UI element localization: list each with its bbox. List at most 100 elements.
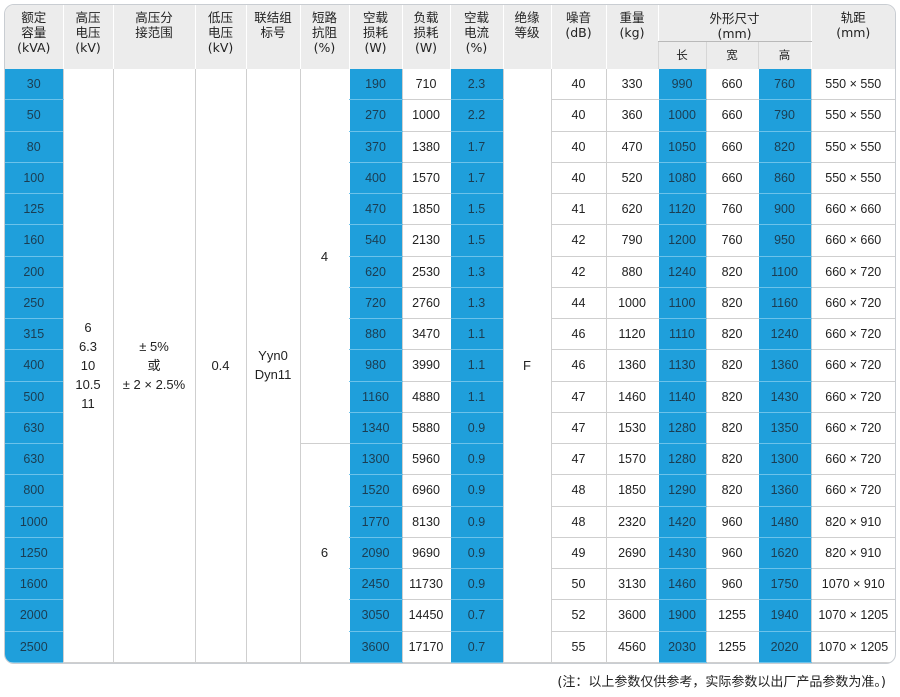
cell-dim-width: 760: [705, 224, 758, 257]
cell-noise: 41: [550, 193, 606, 226]
cell-gauge: 660 × 720: [810, 349, 895, 382]
cell-dim-height: 900: [757, 193, 812, 226]
cell-noload-current: 1.7: [449, 162, 503, 195]
table-row: 400 980 3990 1.1 46 1360 1130 820 1360 660 × 720: [5, 349, 895, 382]
cell-weight: 1460: [605, 381, 658, 413]
cell-noise: 49: [550, 537, 606, 570]
cell-noload-loss: 880: [348, 318, 402, 351]
cell-dim-height: 950: [757, 224, 812, 257]
cell-dim-length: 1900: [657, 599, 706, 632]
table-row: 800 1520 6960 0.9 48 1850 1290 820 1360 660 × 720: [5, 474, 895, 507]
header-noload-current: 空载 电流 (%): [449, 5, 503, 69]
cell-dim-width: 820: [705, 287, 758, 320]
cell-noload-loss: 190: [348, 69, 402, 101]
cell-dim-width: 820: [705, 381, 758, 413]
cell-dim-width: 820: [705, 349, 758, 382]
cell-gauge: 550 × 550: [810, 69, 895, 101]
cell-load-loss: 1570: [401, 162, 450, 195]
cell-noload-current: 0.7: [449, 599, 503, 632]
cell-dim-width: 820: [705, 256, 758, 288]
cell-noload-current: 0.9: [449, 537, 503, 570]
cell-capacity: 125: [5, 193, 63, 226]
cell-dim-height: 2020: [757, 631, 812, 663]
cell-dim-width: 760: [705, 193, 758, 226]
header-insulation: 绝缘 等级: [502, 5, 551, 69]
table-row: 250 720 2760 1.3 44 1000 1100 820 1160 660 × 720: [5, 287, 895, 320]
cell-noise: 40: [550, 99, 606, 132]
header-tap: 高压分 接范围: [112, 5, 195, 69]
cell-noload-current: 0.9: [449, 443, 503, 476]
cell-noise: 52: [550, 599, 606, 632]
cell-capacity: 100: [5, 162, 63, 195]
cell-weight: 1530: [605, 412, 658, 445]
cell-dim-height: 1160: [757, 287, 812, 320]
cell-noload-current: 2.3: [449, 69, 503, 101]
cell-dim-length: 1110: [657, 318, 706, 351]
cell-noload-current: 1.7: [449, 131, 503, 163]
table-row: 500 1160 4880 1.1 47 1460 1140 820 1430 660 × 720: [5, 381, 895, 413]
cell-dim-height: 1430: [757, 381, 812, 413]
cell-noload-loss: 540: [348, 224, 402, 257]
cell-capacity: 800: [5, 474, 63, 507]
vector-group-cell: Yyn0 Dyn11: [245, 69, 300, 663]
cell-weight: 520: [605, 162, 658, 195]
cell-noload-current: 1.5: [449, 193, 503, 226]
header-capacity: 额定 容量 (kVA): [5, 5, 63, 69]
cell-capacity: 2500: [5, 631, 63, 663]
cell-gauge: 820 × 910: [810, 537, 895, 570]
header-dimensions: 外形尺寸 (mm): [657, 5, 812, 42]
cell-load-loss: 5880: [401, 412, 450, 445]
cell-load-loss: 710: [401, 69, 450, 101]
cell-gauge: 660 × 660: [810, 193, 895, 226]
cell-capacity: 250: [5, 287, 63, 320]
cell-capacity: 500: [5, 381, 63, 413]
table-row: 30 6 6.3 10 10.5 11 ± 5% 或 ± 2 × 2.5% 0.4 Yy…: [5, 69, 895, 663]
cell-noise: 40: [550, 131, 606, 163]
cell-noload-loss: 370: [348, 131, 402, 163]
table-row: 1600 2450 11730 0.9 50 3130 1460 960 1750 1070 × …: [5, 568, 895, 601]
cell-dim-length: 1080: [657, 162, 706, 195]
cell-dim-width: 1255: [705, 599, 758, 632]
cell-weight: 1000: [605, 287, 658, 320]
cell-weight: 360: [605, 99, 658, 132]
cell-dim-width: 960: [705, 506, 758, 538]
cell-noload-current: 1.1: [449, 318, 503, 351]
cell-noise: 47: [550, 412, 606, 445]
cell-noload-loss: 400: [348, 162, 402, 195]
cell-gauge: 660 × 720: [810, 412, 895, 445]
cell-dim-length: 1290: [657, 474, 706, 507]
header-dim-length: 长: [657, 41, 706, 69]
table-row: 125 470 1850 1.5 41 620 1120 760 900 660 × 660: [5, 193, 895, 226]
cell-noise: 50: [550, 568, 606, 601]
cell-load-loss: 1380: [401, 131, 450, 163]
cell-dim-height: 1240: [757, 318, 812, 351]
cell-dim-height: 820: [757, 131, 812, 163]
cell-load-loss: 9690: [401, 537, 450, 570]
cell-dim-height: 1350: [757, 412, 812, 445]
cell-dim-length: 1420: [657, 506, 706, 538]
cell-dim-length: 1460: [657, 568, 706, 601]
cell-gauge: 660 × 660: [810, 224, 895, 257]
footnote: (注：以上参数仅供参考，实际参数以出厂产品参数为准。): [557, 675, 886, 690]
cell-noload-loss: 620: [348, 256, 402, 288]
cell-weight: 790: [605, 224, 658, 257]
cell-dim-length: 1430: [657, 537, 706, 570]
cell-dim-length: 1050: [657, 131, 706, 163]
cell-gauge: 660 × 720: [810, 318, 895, 351]
cell-noload-current: 1.1: [449, 349, 503, 382]
cell-capacity: 1000: [5, 506, 63, 538]
cell-dim-height: 860: [757, 162, 812, 195]
cell-load-loss: 1850: [401, 193, 450, 226]
cell-gauge: 550 × 550: [810, 131, 895, 163]
cell-load-loss: 8130: [401, 506, 450, 538]
cell-dim-height: 1620: [757, 537, 812, 570]
cell-weight: 2690: [605, 537, 658, 570]
cell-dim-height: 1480: [757, 506, 812, 538]
cell-dim-length: 1000: [657, 99, 706, 132]
header-noise: 噪音 (dB): [550, 5, 606, 69]
cell-gauge: 550 × 550: [810, 162, 895, 195]
cell-noload-current: 0.9: [449, 568, 503, 601]
cell-noise: 40: [550, 162, 606, 195]
cell-load-loss: 2760: [401, 287, 450, 320]
cell-noload-current: 1.1: [449, 381, 503, 413]
